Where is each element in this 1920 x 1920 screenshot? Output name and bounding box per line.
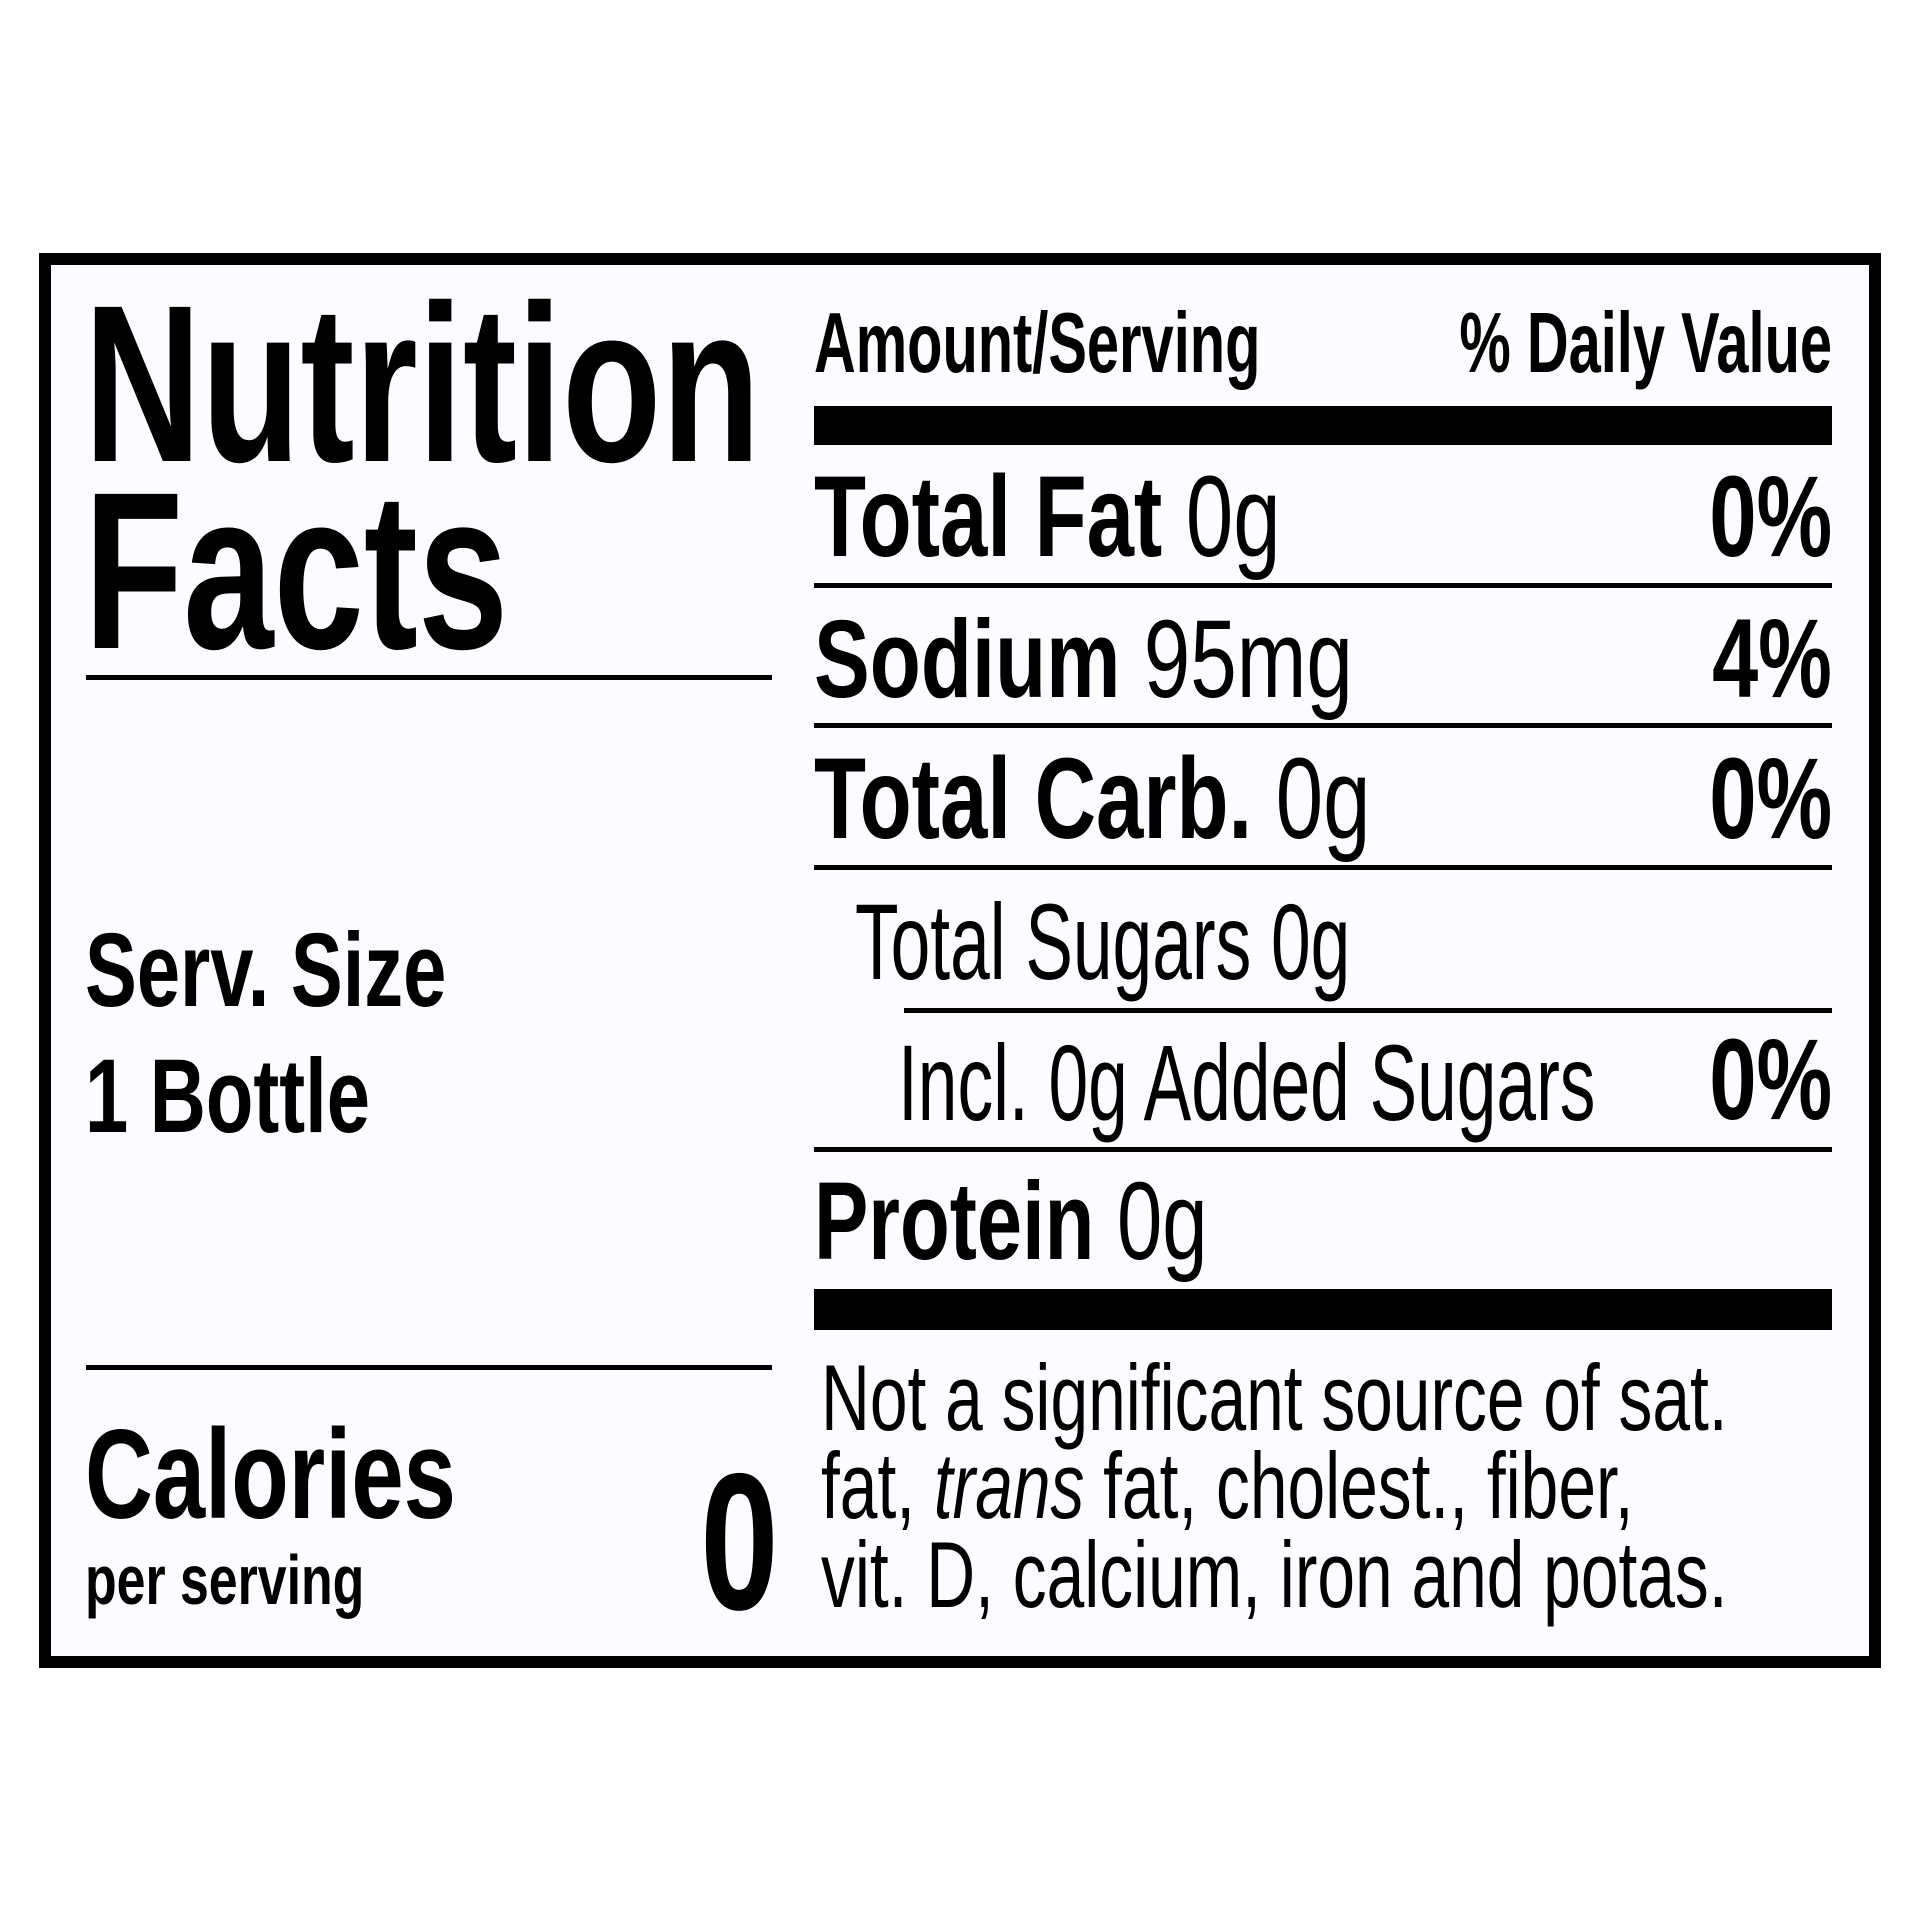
nutrient-total-carb: Total Carb. 0g	[814, 742, 1370, 857]
nutrient-dv: 0%	[1708, 453, 1832, 581]
nutrition-facts-panel	[39, 253, 1881, 1668]
nutrient-name: Total Carb.	[814, 735, 1253, 863]
nutrient-added-sugars: Incl. 0g Added Sugars	[898, 1022, 1596, 1143]
footnote-text: fat, cholest., fiber,	[1084, 1433, 1634, 1538]
footnote-line-3: vit. D, calcium, iron and potas.	[821, 1522, 1728, 1627]
row-divider	[814, 723, 1832, 728]
protein-thick-bar	[814, 1289, 1832, 1330]
nutrient-total-fat: Total Fat 0g	[814, 460, 1281, 575]
serving-size-value: 1 Bottle	[85, 1038, 370, 1155]
nutrient-sodium: Sodium 95mg	[814, 605, 1353, 715]
nutrient-amount: 0g	[1275, 735, 1371, 863]
nutrient-name: Total Fat	[814, 453, 1163, 581]
row-divider	[814, 583, 1832, 588]
nutrient-amount: 95mg	[1143, 598, 1353, 721]
nutrient-amount: 0g	[1117, 1160, 1208, 1283]
nutrient-total-sugars: Total Sugars 0g	[855, 881, 1351, 1002]
row-divider	[904, 1008, 1832, 1013]
nutrient-amount: 0g	[1185, 453, 1281, 581]
calories-divider	[86, 1365, 772, 1370]
calories-value: 0	[699, 1433, 778, 1651]
nutrient-dv: 4%	[1712, 596, 1832, 721]
title-nutrition: Nutrition	[84, 259, 761, 509]
calories-sublabel: per serving	[85, 1541, 365, 1619]
nutrient-dv: 0%	[1708, 735, 1832, 863]
header-daily-value: % Daily Value	[1459, 296, 1832, 391]
title-facts: Facts	[84, 446, 509, 696]
nutrient-name: Sodium	[814, 598, 1121, 721]
nutrient-protein: Protein 0g	[814, 1167, 1208, 1277]
footnote-text: fat,	[821, 1433, 934, 1538]
header-amount-serving: Amount/Serving	[814, 296, 1261, 391]
footnote-line-1: Not a significant source of sat.	[821, 1345, 1728, 1450]
header-thick-bar	[814, 406, 1832, 445]
serving-size-label: Serv. Size	[85, 912, 447, 1029]
row-divider	[814, 1147, 1832, 1152]
calories-label: Calories	[85, 1403, 456, 1545]
footnote-trans-italic: trans	[933, 1433, 1085, 1538]
title-divider	[86, 675, 772, 680]
nutrient-dv: 0%	[1708, 1016, 1832, 1144]
row-divider	[814, 865, 1832, 870]
footnote-line-2: fat, trans fat, cholest., fiber,	[821, 1439, 1634, 1533]
nutrient-name: Protein	[814, 1160, 1095, 1283]
